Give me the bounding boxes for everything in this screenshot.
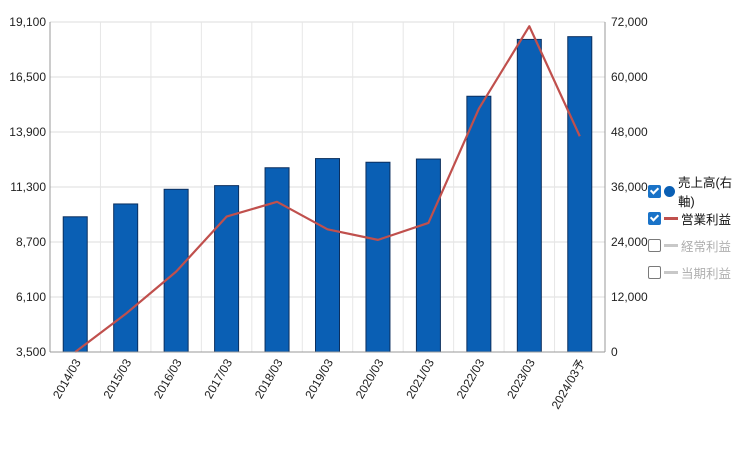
right-tick-label: 48,000 [611,125,648,139]
x-tick-label: 2024/03予 [549,357,589,412]
line-swatch-icon [664,216,678,220]
right-axis-ticks: 0 12,000 24,000 36,000 48,000 60,000 72,000 [611,15,648,359]
x-tick-label: 2016/03 [151,356,185,401]
x-tick-label: 2014/03 [50,356,84,401]
legend-checkbox[interactable] [648,238,661,252]
x-tick-label: 2015/03 [100,356,134,401]
left-tick-label: 16,500 [9,70,46,84]
legend-checkbox[interactable] [648,184,661,198]
legend-label: 営業利益 [681,212,732,227]
left-axis-ticks: 3,500 6,100 8,700 11,300 13,900 16,500 19,100 [9,15,46,359]
legend-item[interactable]: 経常利益 [648,234,748,256]
left-tick-label: 11,300 [10,180,46,194]
bars [62,36,593,353]
legend-checkbox[interactable] [648,211,661,225]
left-tick-label: 8,700 [16,235,46,249]
left-tick-label: 19,100 [9,15,46,29]
axes [49,22,606,353]
legend-label: 経常利益 [681,239,732,254]
right-tick-label: 36,000 [611,180,648,194]
left-tick-label: 13,900 [9,125,46,139]
legend-item[interactable]: 当期利益 [648,261,748,283]
bar[interactable] [214,185,240,353]
x-tick-label: 2018/03 [252,356,286,401]
bar[interactable] [113,203,139,353]
x-tick-label: 2022/03 [454,356,488,401]
legend-item[interactable]: 売上高(右軸) [648,176,748,209]
x-tick-label: 2021/03 [403,356,437,401]
legend-label: 当期利益 [681,266,732,281]
operating-profit-line [74,25,581,353]
bar[interactable] [415,158,441,353]
x-axis-ticks: 2014/03 2015/03 2016/03 2017/03 2018/03 2019/… [50,356,588,411]
line-path[interactable] [74,25,581,353]
bar[interactable] [567,36,593,353]
line-swatch-icon [664,243,678,247]
x-tick-label: 2020/03 [353,356,387,401]
legend-item[interactable]: 営業利益 [648,207,748,229]
legend-checkbox[interactable] [648,265,661,279]
left-tick-label: 3,500 [16,345,46,359]
x-tick-label: 2019/03 [302,356,336,401]
bar[interactable] [365,161,391,353]
bar[interactable] [466,95,492,353]
bar[interactable] [516,38,542,353]
right-tick-label: 24,000 [611,235,648,249]
legend-label: 売上高(右軸) [678,176,733,209]
legend: 売上高(右軸) 営業利益経常利益当期利益 [648,176,748,288]
left-tick-label: 6,100 [16,290,46,304]
bar[interactable] [264,167,290,353]
x-tick-label: 2017/03 [201,356,235,401]
x-tick-label: 2023/03 [504,356,538,401]
line-swatch-icon [664,270,678,274]
right-tick-label: 72,000 [611,15,648,29]
right-tick-label: 60,000 [611,70,648,84]
bar[interactable] [315,158,340,353]
right-tick-label: 12,000 [611,290,648,304]
grid [49,21,606,353]
right-tick-label: 0 [611,345,618,359]
dot-icon [664,185,675,197]
bar[interactable] [62,216,88,353]
